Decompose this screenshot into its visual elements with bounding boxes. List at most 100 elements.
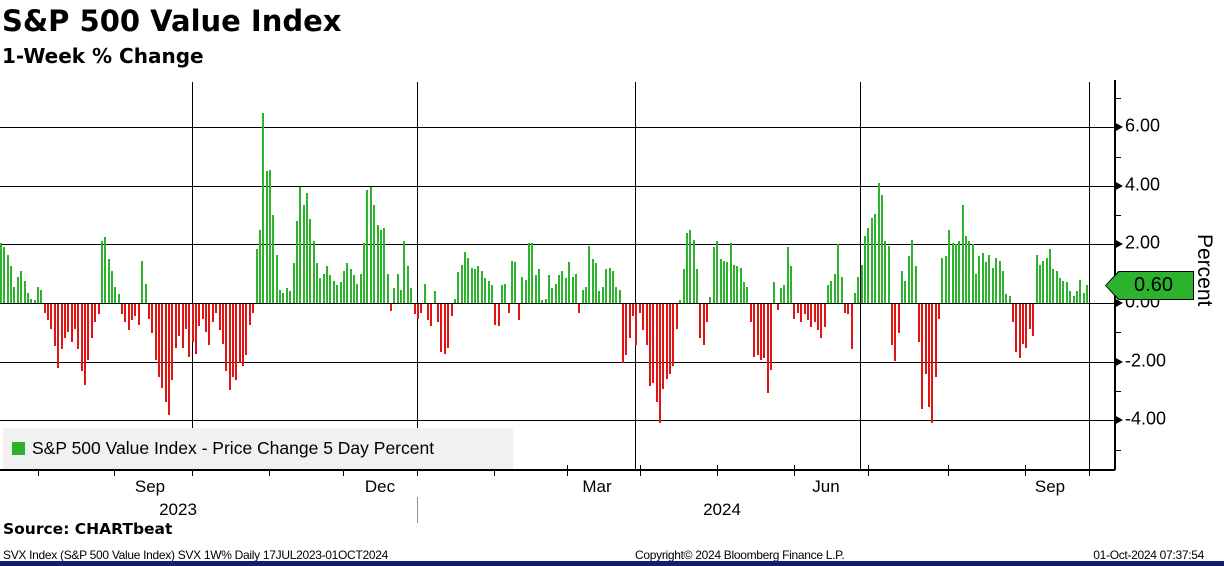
bar-positive xyxy=(683,269,685,303)
bar-positive xyxy=(1066,282,1068,303)
bar-negative xyxy=(128,304,130,330)
bar-negative xyxy=(182,304,184,348)
bar-negative xyxy=(804,304,806,314)
bar-positive xyxy=(13,287,15,303)
page-title: S&P 500 Value Index xyxy=(2,4,342,38)
bar-positive xyxy=(535,275,537,303)
bar-positive xyxy=(871,218,873,303)
bar-negative xyxy=(793,304,795,319)
bar-negative xyxy=(931,304,933,423)
bar-negative xyxy=(87,304,89,360)
bar-positive xyxy=(572,277,574,303)
bar-positive xyxy=(319,278,321,303)
bar-positive xyxy=(609,268,611,303)
bar-positive xyxy=(353,275,355,303)
bar-negative xyxy=(938,304,940,319)
footer-security-info: SVX Index (S&P 500 Value Index) SVX 1W% … xyxy=(3,548,388,562)
y-major-tick-arrow xyxy=(1114,298,1123,308)
bar-positive xyxy=(373,205,375,303)
bar-positive xyxy=(118,294,120,303)
bar-positive xyxy=(363,243,365,303)
bar-positive xyxy=(336,285,338,303)
bar-negative xyxy=(245,304,247,355)
bar-negative xyxy=(800,304,802,322)
month-tick xyxy=(494,465,495,476)
bar-positive xyxy=(743,282,745,303)
bar-negative xyxy=(753,304,755,357)
bar-positive xyxy=(545,299,547,303)
bar-negative xyxy=(625,304,627,355)
bar-positive xyxy=(746,287,748,303)
bar-negative xyxy=(925,304,927,374)
month-tick xyxy=(343,465,344,476)
bar-negative xyxy=(61,304,63,349)
bar-negative xyxy=(639,304,641,313)
bar-negative xyxy=(632,304,634,316)
bar-positive xyxy=(958,241,960,303)
bar-negative xyxy=(91,304,93,338)
bar-positive xyxy=(1059,278,1061,303)
bar-negative xyxy=(192,304,194,342)
bar-negative xyxy=(81,304,83,371)
bar-positive xyxy=(723,261,725,303)
bar-positive xyxy=(299,187,301,303)
bar-positive xyxy=(541,300,543,303)
bar-negative xyxy=(656,304,658,402)
bar-positive xyxy=(262,113,264,303)
bar-positive xyxy=(615,287,617,303)
gridline-horizontal xyxy=(0,185,1114,187)
bar-positive xyxy=(720,259,722,303)
bar-positive xyxy=(602,287,604,303)
bar-negative xyxy=(817,304,819,330)
y-tick-label: 6.00 xyxy=(1125,115,1161,136)
bar-negative xyxy=(646,304,648,345)
year-label: 2024 xyxy=(703,500,741,519)
bar-negative xyxy=(508,304,510,313)
y-tick-label: -2.00 xyxy=(1125,350,1167,371)
chart-plot-area[interactable] xyxy=(0,82,1114,470)
bar-positive xyxy=(619,290,621,303)
bar-negative xyxy=(178,304,180,336)
bar-positive xyxy=(313,241,315,303)
bar-negative xyxy=(676,304,678,329)
bar-negative xyxy=(703,304,705,345)
bar-positive xyxy=(780,288,782,303)
bar-positive xyxy=(965,236,967,303)
bar-positive xyxy=(276,255,278,303)
bar-negative xyxy=(71,304,73,342)
bar-positive xyxy=(326,266,328,303)
bar-negative xyxy=(168,304,170,415)
bar-positive xyxy=(1039,265,1041,303)
y-minor-tick xyxy=(1114,157,1121,158)
bar-positive xyxy=(999,261,1001,303)
gridline-horizontal xyxy=(0,303,1114,304)
bar-positive xyxy=(884,241,886,303)
bar-positive xyxy=(605,269,607,303)
bar-positive xyxy=(1009,296,1011,303)
y-major-tick-arrow xyxy=(1114,239,1123,250)
bar-positive xyxy=(329,275,331,303)
bar-negative xyxy=(427,304,429,320)
bar-positive xyxy=(551,288,553,303)
bar-positive xyxy=(548,275,550,303)
bar-positive xyxy=(538,269,540,303)
gridline-vertical xyxy=(192,82,193,470)
footer-timestamp: 01-Oct-2024 07:37:54 xyxy=(1093,548,1204,562)
bar-positive xyxy=(598,291,600,303)
bar-positive xyxy=(514,262,516,303)
y-major-tick-arrow xyxy=(1114,122,1123,133)
bar-positive xyxy=(854,293,856,303)
bar-negative xyxy=(158,304,160,377)
bar-positive xyxy=(309,219,311,303)
bar-positive xyxy=(713,247,715,303)
bar-negative xyxy=(810,304,812,327)
bar-positive xyxy=(457,272,459,303)
bar-negative xyxy=(622,304,624,363)
bar-negative xyxy=(518,304,520,320)
bar-positive xyxy=(1005,294,1007,303)
bar-positive xyxy=(397,274,399,303)
bar-positive xyxy=(24,281,26,303)
bar-positive xyxy=(521,277,523,303)
legend[interactable]: S&P 500 Value Index - Price Change 5 Day… xyxy=(3,428,513,469)
bar-positive xyxy=(356,284,358,303)
